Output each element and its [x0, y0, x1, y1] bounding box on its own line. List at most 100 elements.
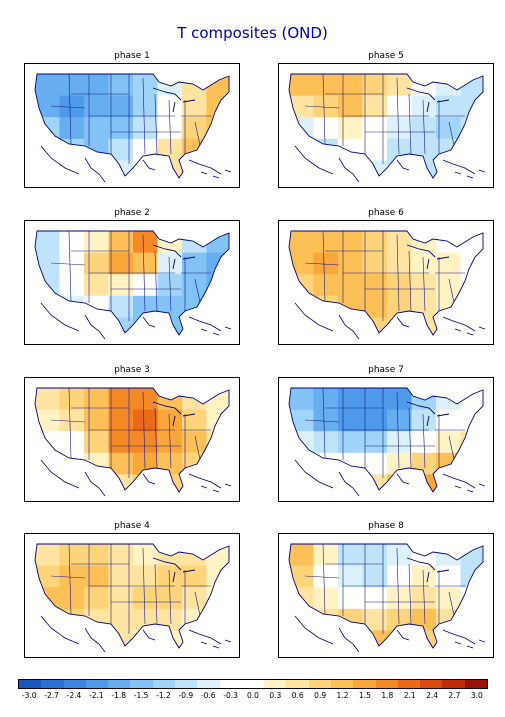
anomaly-cell: [157, 95, 183, 118]
anomaly-cell: [84, 474, 110, 492]
panel-title: phase 3: [114, 365, 150, 375]
anomaly-cell: [206, 117, 229, 140]
colorbar-label: 0.6: [291, 691, 304, 700]
anomaly-cell: [289, 431, 315, 454]
state-border: [154, 250, 158, 312]
anomaly-cell: [289, 295, 315, 318]
anomaly-cell: [411, 474, 437, 492]
state-border: [322, 231, 326, 302]
great-lakes: [406, 244, 450, 270]
coastline: [294, 145, 334, 175]
coastline: [84, 627, 106, 653]
state-border: [154, 407, 158, 469]
anomaly-cell: [206, 274, 229, 297]
colorbar-swatch: [464, 680, 487, 688]
anomaly-cell: [387, 431, 413, 454]
coastline: [40, 145, 80, 175]
anomaly-cell: [206, 431, 229, 454]
anomaly-cell: [84, 117, 110, 140]
anomaly-cell: [35, 252, 61, 275]
anomaly-cell: [338, 409, 364, 432]
state-border: [68, 388, 72, 459]
anomaly-cell: [182, 317, 208, 335]
anomaly-cell: [84, 630, 110, 648]
colorbar-label: -0.6: [200, 691, 216, 700]
anomaly-cell: [289, 608, 315, 631]
colorbar-swatch: [241, 680, 265, 688]
anomaly-cell: [206, 160, 229, 178]
panel-title: phase 1: [114, 51, 150, 61]
anomaly-cell: [289, 544, 315, 567]
anomaly-cell: [108, 608, 134, 631]
anomaly-cell: [313, 274, 339, 297]
colorbar-label: 3.0: [470, 691, 483, 700]
anomaly-cell: [313, 452, 339, 475]
colorbar-swatch: [108, 680, 131, 688]
temperature-map: [288, 230, 486, 340]
state-border: [304, 575, 340, 579]
anomaly-field: [289, 388, 483, 492]
coastline: [338, 471, 360, 497]
panel-title: phase 8: [368, 521, 404, 531]
anomaly-cell: [436, 587, 462, 610]
anomaly-cell: [460, 160, 483, 178]
coastline: [396, 159, 410, 171]
anomaly-cell: [182, 138, 208, 161]
anomaly-cell: [411, 630, 437, 648]
coastline: [34, 73, 230, 179]
anomaly-cell: [108, 274, 134, 297]
state-border: [154, 563, 158, 625]
coastline: [142, 629, 156, 641]
state-border: [168, 99, 172, 155]
anomaly-cell: [35, 544, 61, 567]
anomaly-cell: [436, 274, 462, 297]
anomaly-cell: [362, 388, 388, 411]
colorbar-label: 1.5: [358, 691, 371, 700]
great-lakes: [406, 401, 450, 427]
anomaly-cell: [338, 252, 364, 275]
coastline: [454, 169, 486, 179]
anomaly-cell: [84, 138, 110, 161]
coastline: [288, 73, 484, 179]
coastline: [34, 230, 230, 336]
coastline: [84, 157, 106, 183]
coastline: [84, 314, 106, 340]
temperature-map: [288, 543, 486, 653]
temperature-map: [34, 543, 232, 653]
anomaly-cell: [460, 630, 483, 648]
anomaly-cell: [182, 160, 208, 178]
anomaly-cell: [460, 317, 483, 335]
anomaly-cell: [362, 295, 388, 318]
anomaly-cell: [362, 74, 388, 97]
colorbar-labels: -3.0 -2.7 -2.4 -2.1 -1.8 -1.5 -1.2 -0.9 -0.6 -0.3…: [18, 691, 488, 703]
anomaly-cell: [35, 95, 61, 118]
coastline: [288, 543, 484, 649]
anomaly-cell: [289, 452, 315, 475]
anomaly-cell: [182, 587, 208, 610]
colorbar-label: -0.9: [178, 691, 194, 700]
anomaly-cell: [436, 295, 462, 318]
anomaly-cell: [362, 138, 388, 161]
state-border: [422, 256, 426, 312]
anomaly-cell: [338, 565, 364, 588]
anomaly-cell: [313, 117, 339, 140]
map-panel: phase 5: [278, 51, 494, 188]
anomaly-cell: [338, 452, 364, 475]
map-panel: phase 2: [24, 208, 240, 345]
map-panel: phase 4: [24, 521, 240, 658]
panel-title: phase 5: [368, 51, 404, 61]
anomaly-cell: [411, 295, 437, 318]
anomaly-cell: [133, 274, 159, 297]
state-border: [168, 413, 172, 469]
anomaly-cell: [362, 409, 388, 432]
anomaly-cell: [35, 74, 61, 97]
coastline: [288, 230, 484, 336]
anomaly-cell: [108, 587, 134, 610]
anomaly-field: [35, 544, 229, 648]
anomaly-cell: [206, 95, 229, 118]
anomaly-cell: [362, 117, 388, 140]
anomaly-cell: [387, 587, 413, 610]
anomaly-cell: [157, 409, 183, 432]
map-panel: phase 6: [278, 208, 494, 345]
anomaly-cell: [436, 409, 462, 432]
